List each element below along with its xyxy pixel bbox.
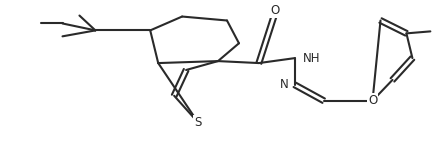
Text: S: S bbox=[194, 116, 202, 129]
Text: O: O bbox=[368, 94, 377, 107]
Text: O: O bbox=[270, 4, 280, 17]
Text: NH: NH bbox=[303, 52, 320, 65]
Text: N: N bbox=[280, 78, 289, 91]
